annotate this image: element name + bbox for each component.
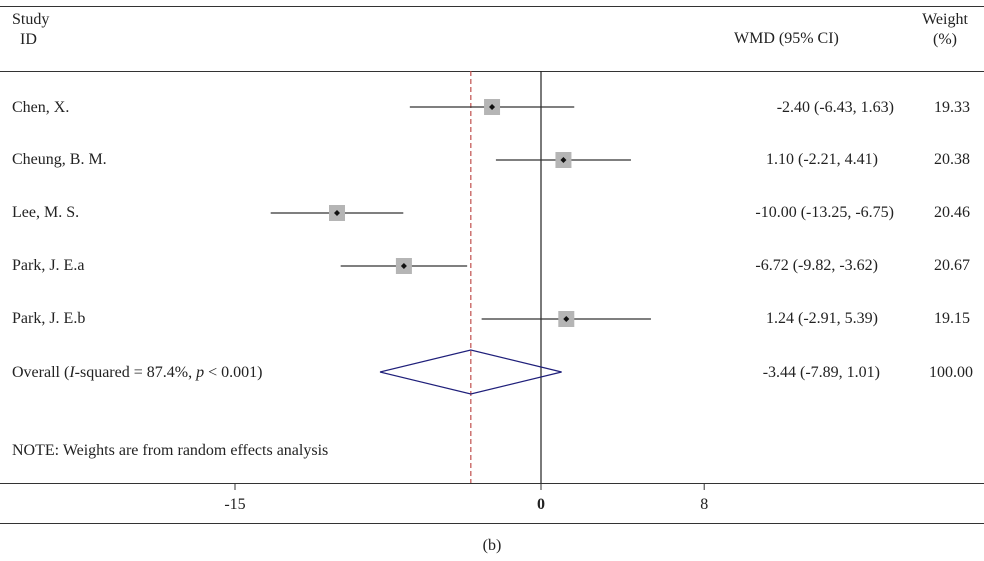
study-header-line1: Study [12,11,50,28]
weight-header: Weight (%) [910,10,980,50]
x-tick-label: -15 [224,496,245,513]
overall-label-mid: -squared = 87.4%, [74,364,197,381]
study-ci: 1.10 (-2.21, 4.41) [766,151,878,168]
note-text: NOTE: Weights are from random effects an… [12,442,329,459]
overall-label-p: p [196,364,205,381]
point-estimate-marker [400,263,407,269]
study-ci: -6.72 (-9.82, -3.62) [755,257,878,274]
bottom-rule [0,523,984,524]
study-label: Park, J. E.b [12,310,86,327]
study-label: Cheung, B. M. [12,151,107,168]
study-weight: 20.46 [934,204,970,221]
header-rule [0,71,984,72]
overall-diamond [379,349,562,395]
weight-header-line2: (%) [933,31,957,48]
overall-label-i: I [69,364,75,381]
study-label: Lee, M. S. [12,204,80,221]
study-weight: 20.67 [934,257,970,274]
x-tick-label: 0 [537,496,545,513]
point-estimate-marker [334,210,340,216]
overall-ci: -3.44 (-7.89, 1.01) [762,364,880,381]
overall-label-prefix: Overall ( [12,364,70,381]
study-label: Chen, X. [12,99,70,116]
study-ci: -2.40 (-6.43, 1.63) [776,99,894,116]
overall-label-suffix: < 0.001) [204,364,263,381]
top-rule [0,6,984,7]
point-estimate-marker [489,104,496,110]
study-weight: 20.38 [934,151,970,168]
effect-header: WMD (95% CI) [734,30,839,47]
figure-caption: (b) [482,537,502,554]
study-ci: 1.24 (-2.91, 5.39) [766,310,878,327]
point-estimate-marker [560,157,567,163]
point-estimate-marker [563,316,570,322]
study-header-line2: ID [20,31,37,48]
study-header: Study ID [12,10,49,50]
study-weight: 19.15 [934,310,970,327]
overall-weight: 100.00 [929,364,973,381]
axis-rule [0,483,984,484]
overall-label: Overall (I-squared = 87.4%, p < 0.001) [12,363,262,383]
x-tick-label: 8 [700,496,708,513]
study-ci: -10.00 (-13.25, -6.75) [755,204,894,221]
study-weight: 19.33 [934,99,970,116]
study-label: Park, J. E.a [12,257,85,274]
weight-header-line1: Weight [922,11,968,28]
